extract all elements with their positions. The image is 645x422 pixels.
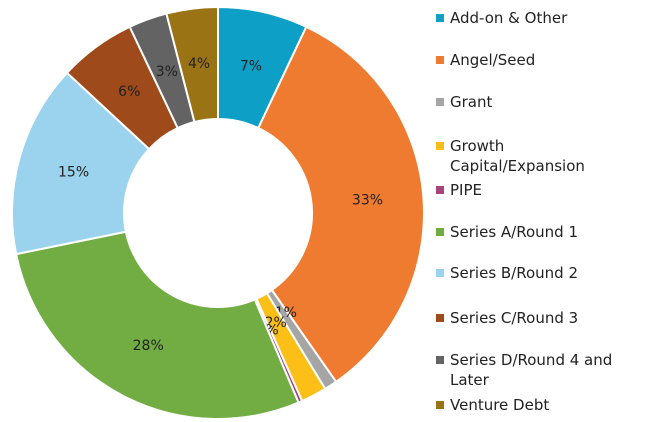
legend-swatch (436, 14, 444, 22)
legend-swatch (436, 186, 444, 194)
legend-swatch (436, 269, 444, 277)
donut: 7%33%1%2%0%28%15%6%3%4% (11, 5, 425, 420)
legend-label: Series D/Round 4 and Later (450, 351, 613, 389)
legend-item: Growth Capital/Expansion (436, 136, 621, 176)
legend-label: Series B/Round 2 (450, 264, 579, 282)
legend-label: PIPE (450, 181, 482, 199)
legend-label: Add-on & Other (450, 9, 568, 27)
data-label: 15% (58, 164, 89, 180)
data-label: 2% (265, 315, 287, 331)
legend-label: Series C/Round 3 (450, 309, 579, 327)
legend-item: Series D/Round 4 and Later (436, 350, 621, 390)
legend-label: Series A/Round 1 (450, 223, 578, 241)
data-label: 6% (118, 84, 140, 100)
legend-item: PIPE (436, 180, 621, 200)
legend-swatch (436, 228, 444, 236)
legend-label: Venture Debt (450, 396, 550, 414)
legend-item: Series C/Round 3 (436, 308, 621, 328)
slice (256, 25, 425, 384)
data-label: 33% (352, 192, 383, 208)
data-label: 3% (156, 64, 178, 80)
data-label: 7% (240, 59, 262, 75)
data-label: 28% (133, 338, 164, 354)
legend-swatch (436, 401, 444, 409)
legend-swatch (436, 314, 444, 322)
slice (165, 5, 219, 124)
legend-item: Series A/Round 1 (436, 222, 621, 242)
legend-item: Series B/Round 2 (436, 263, 621, 283)
legend-swatch (436, 98, 444, 106)
data-label: 4% (188, 56, 210, 72)
legend-swatch (436, 142, 444, 150)
legend-label: Growth Capital/Expansion (450, 137, 585, 175)
legend-label: Angel/Seed (450, 51, 536, 69)
legend-label: Grant (450, 93, 493, 111)
legend-item: Grant (436, 92, 621, 112)
legend-item: Venture Debt (436, 395, 621, 415)
legend-swatch (436, 56, 444, 64)
legend-swatch (436, 356, 444, 364)
slice (14, 230, 300, 420)
legend-item: Angel/Seed (436, 50, 621, 70)
legend-item: Add-on & Other (436, 8, 621, 28)
